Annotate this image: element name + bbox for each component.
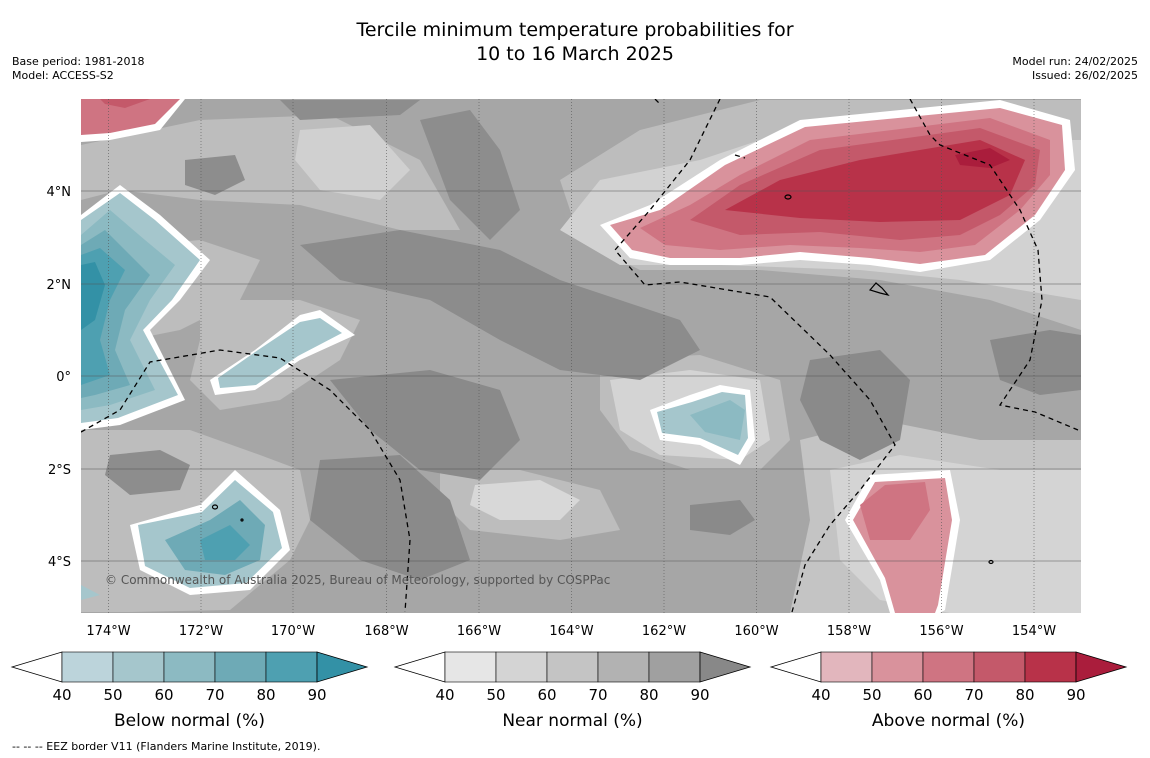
colorbar-title: Below normal (%) <box>114 711 265 731</box>
colorbar-below-normal: 40 50 60 70 80 90 Below normal (%) <box>10 651 369 731</box>
lat-tick: 4°N <box>47 185 72 200</box>
colorbar-tick-label: 90 <box>307 686 326 704</box>
lat-tick: 2°N <box>47 278 72 293</box>
colorbar-tick-label: 50 <box>862 686 881 704</box>
colorbar-swatch <box>922 651 975 683</box>
colorbar-extend-high <box>1075 651 1128 683</box>
colorbar-swatch <box>265 651 318 683</box>
meta-left: Base period: 1981-2018 Model: ACCESS-S2 <box>12 55 144 83</box>
meta-right: Model run: 24/02/2025 Issued: 26/02/2025 <box>1012 55 1138 83</box>
colorbar-tick-label: 70 <box>588 686 607 704</box>
colorbar-tick-label: 40 <box>52 686 71 704</box>
colorbar-swatch <box>546 651 599 683</box>
lon-tick: 158°W <box>827 624 871 639</box>
colorbar-tick-label: 40 <box>811 686 830 704</box>
colorbar-tick-label: 60 <box>154 686 173 704</box>
colorbar-tick-label: 90 <box>690 686 709 704</box>
colorbar-swatch <box>597 651 650 683</box>
model-run: Model run: 24/02/2025 <box>1012 55 1138 68</box>
colorbar-extend-high <box>316 651 369 683</box>
copyright-text: © Commonwealth of Australia 2025, Bureau… <box>105 573 610 587</box>
colorbar-tick-label: 50 <box>103 686 122 704</box>
lon-tick: 154°W <box>1012 624 1056 639</box>
colorbar-swatch <box>1024 651 1077 683</box>
eez-footnote: -- -- -- EEZ border V11 (Flanders Marine… <box>12 740 321 753</box>
lon-tick: 164°W <box>549 624 593 639</box>
title-line-1: Tercile minimum temperature probabilitie… <box>356 19 794 41</box>
lon-tick-labels: 174°W 172°W 170°W 168°W 166°W 164°W 162°… <box>86 624 1056 639</box>
colorbar-swatch <box>495 651 548 683</box>
base-period: Base period: 1981-2018 <box>12 55 145 68</box>
lon-tick: 174°W <box>86 624 130 639</box>
lat-tick-labels: 4°N 2°N 0° 2°S 4°S <box>47 185 72 570</box>
above-normal-regions <box>81 99 1075 613</box>
colorbar-swatch <box>973 651 1026 683</box>
colorbar-tick-label: 70 <box>964 686 983 704</box>
colorbar-tick-label: 90 <box>1066 686 1085 704</box>
colorbar-title: Near normal (%) <box>502 711 642 731</box>
colorbar-swatch <box>61 651 114 683</box>
colorbar-tick-label: 50 <box>486 686 505 704</box>
colorbar-swatch <box>871 651 924 683</box>
islands <box>211 194 994 565</box>
colorbar-swatch <box>112 651 165 683</box>
colorbar-swatch <box>444 651 497 683</box>
title-line-2: 10 to 16 March 2025 <box>476 43 674 65</box>
colorbar-near-normal: 40 50 60 70 80 90 Near normal (%) <box>393 651 752 731</box>
lat-tick: 4°S <box>48 555 71 570</box>
lon-tick: 170°W <box>271 624 315 639</box>
colorbar-swatch <box>163 651 216 683</box>
near-normal-dark-regions <box>105 100 1081 580</box>
colorbar-swatch <box>214 651 267 683</box>
colorbar-tick-label: 80 <box>639 686 658 704</box>
colorbar-swatch <box>648 651 701 683</box>
lon-tick: 172°W <box>179 624 223 639</box>
colorbar-tick-label: 40 <box>435 686 454 704</box>
lon-tick: 160°W <box>734 624 778 639</box>
lat-tick: 2°S <box>48 463 71 478</box>
colorbar-extend-low <box>769 651 822 683</box>
lon-tick: 156°W <box>919 624 963 639</box>
eez-borders <box>81 99 1079 613</box>
lon-tick: 162°W <box>642 624 686 639</box>
model-name: Model: ACCESS-S2 <box>12 69 114 82</box>
colorbar-title: Above normal (%) <box>872 711 1025 731</box>
issued-date: Issued: 26/02/2025 <box>1031 69 1138 82</box>
colorbar-tick-label: 80 <box>1015 686 1034 704</box>
colorbar-extend-high <box>699 651 752 683</box>
colorbar-tick-label: 70 <box>205 686 224 704</box>
colorbar-tick-label: 60 <box>537 686 556 704</box>
colorbar-tick-label: 60 <box>913 686 932 704</box>
colorbar-swatch <box>820 651 873 683</box>
lon-tick: 168°W <box>364 624 408 639</box>
colorbar-tick-label: 80 <box>256 686 275 704</box>
map-area: © Commonwealth of Australia 2025, Bureau… <box>81 99 1081 613</box>
colorbar-extend-low <box>393 651 446 683</box>
colorbar-extend-low <box>10 651 63 683</box>
lat-tick: 0° <box>56 370 71 385</box>
lon-tick: 166°W <box>457 624 501 639</box>
colorbar-above-normal: 40 50 60 70 80 90 Above normal (%) <box>769 651 1128 731</box>
map-title: Tercile minimum temperature probabilitie… <box>0 18 1150 66</box>
graticule <box>81 99 1081 613</box>
